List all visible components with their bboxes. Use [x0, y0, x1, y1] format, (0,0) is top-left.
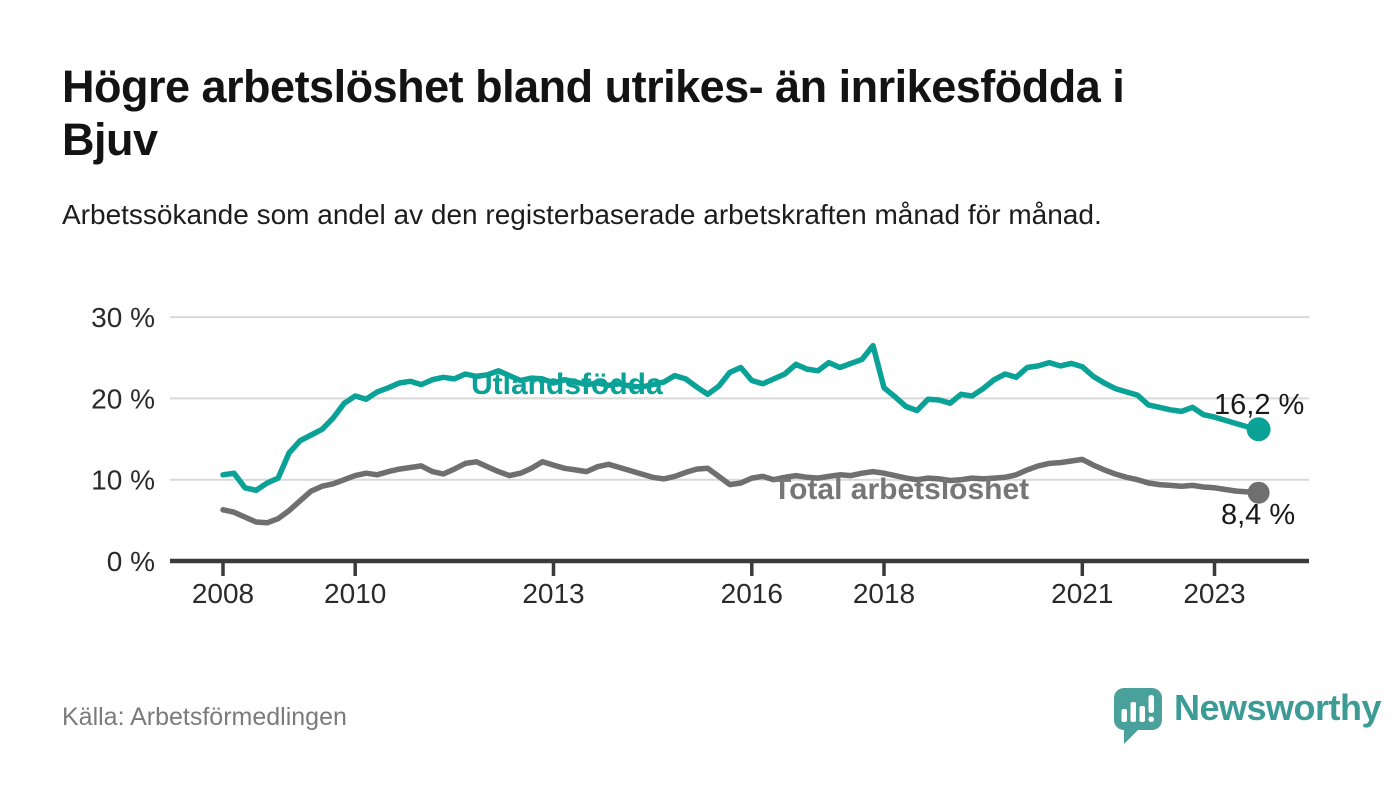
- x-tick-label-2023: 2023: [1183, 578, 1245, 609]
- series-line-total: [220, 456, 1262, 526]
- x-tick-label-2016: 2016: [721, 578, 783, 609]
- exclamation-dot: [1148, 716, 1154, 722]
- newsworthy-logo: Newsworthy: [1112, 686, 1382, 744]
- y-tick-label-0: 0 %: [107, 546, 155, 577]
- newsworthy-logo-icon: [1114, 688, 1162, 744]
- source-attribution: Källa: Arbetsförmedlingen: [62, 703, 347, 731]
- x-tick-label-2021: 2021: [1051, 578, 1113, 609]
- chart-title-line2: Bjuv: [62, 114, 158, 165]
- series-line-utlandsfodda: [220, 342, 1262, 494]
- series-label-utlandsfodda: Utlandsfödda: [471, 368, 663, 401]
- x-tick-label-2018: 2018: [853, 578, 915, 609]
- series-label-total-arbetsloshet: Total arbetslöshet: [773, 473, 1030, 506]
- speech-bubble-shape: [1114, 688, 1162, 744]
- end-value-label-total: 8,4 %: [1221, 499, 1296, 531]
- y-tick-label-20: 20 %: [91, 383, 155, 414]
- x-tick-label-2010: 2010: [324, 578, 386, 609]
- x-tick-label-2013: 2013: [522, 578, 584, 609]
- end-dot-total: [1247, 481, 1270, 504]
- x-tick-label-2008: 2008: [192, 578, 254, 609]
- chart-title-line1: Högre arbetslöshet bland utrikes- än inr…: [62, 61, 1125, 112]
- y-tick-label-30: 30 %: [91, 302, 155, 333]
- exclamation-bar: [1148, 695, 1154, 713]
- chart-subtitle: Arbetssökande som andel av den registerb…: [62, 199, 1102, 230]
- end-dot-utlandsfodda: [1246, 417, 1271, 442]
- y-tick-label-10: 10 %: [91, 465, 155, 496]
- newsworthy-wordmark: Newsworthy: [1174, 687, 1382, 728]
- end-value-label-utlandsfodda: 16,2 %: [1214, 389, 1305, 421]
- bar-chart-glyph: [1121, 695, 1154, 722]
- chart-title: Högre arbetslöshet bland utrikes- än inr…: [62, 60, 1352, 166]
